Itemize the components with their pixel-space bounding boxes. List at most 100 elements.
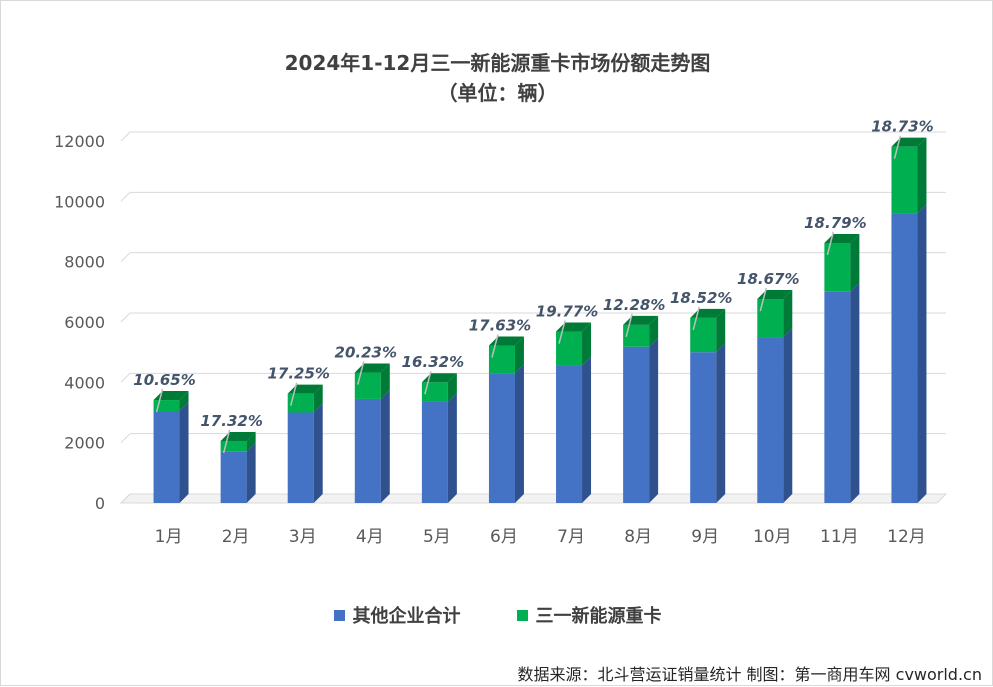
x-tick-label: 7月 [557, 527, 585, 547]
bar-other-side [850, 282, 860, 503]
bar-other-front [690, 352, 717, 503]
bar-sany-top [623, 315, 659, 325]
legend: 其他企业合计 三一新能源重卡 [1, 602, 993, 628]
bar-other-side [917, 204, 927, 503]
bar-sany-top [556, 322, 592, 332]
bar-sany-top [824, 233, 860, 243]
data-label-share: 18.67% [737, 270, 799, 288]
data-label-share: 10.65% [133, 371, 195, 389]
legend-swatch-sany [516, 609, 528, 621]
bar-other-side [514, 364, 524, 503]
data-label-share: 17.25% [267, 365, 329, 383]
bar-other-side [582, 356, 592, 503]
data-label-leader [625, 313, 633, 338]
bar-other-side [313, 403, 323, 503]
x-tick-label: 9月 [691, 527, 719, 547]
data-label-share: 17.32% [200, 412, 262, 430]
bar-other-side [179, 401, 189, 503]
bar-sany-side [246, 431, 256, 452]
bar-sany-top [220, 431, 256, 441]
gridline-depth [120, 191, 131, 202]
gridline-depth [120, 433, 131, 444]
source-note: 数据来源：北斗营运证销量统计 制图：第一商用车网 cvworld.cn [517, 665, 982, 684]
bar-other-side [246, 442, 256, 503]
gridline-depth [120, 493, 131, 504]
bar-other-front [623, 346, 650, 503]
data-label-share: 12.28% [603, 296, 665, 314]
x-tick-label: 3月 [289, 527, 317, 547]
bar-sany-side [582, 322, 592, 366]
data-label-leader [289, 382, 298, 406]
data-label-leader [558, 320, 566, 344]
bar-sany-side [850, 233, 860, 292]
legend-label-other: 其他企业合计 [352, 606, 461, 627]
bar-sany-side [917, 137, 927, 214]
bar-sany-front [220, 440, 247, 452]
bar-sany-front [891, 146, 918, 214]
x-tick-label: 11月 [820, 527, 859, 547]
y-tick-label: 8000 [64, 253, 105, 272]
y-tick-label: 2000 [64, 434, 105, 453]
bar-sany-front [556, 331, 583, 366]
bar-sany-side [783, 290, 793, 338]
data-label-share: 19.77% [536, 303, 598, 321]
bar-sany-side [380, 363, 390, 399]
data-label-share: 20.23% [335, 344, 397, 362]
bar-other-front [757, 337, 784, 503]
bar-sany-front [488, 345, 515, 374]
legend-item-other: 其他企业合计 [333, 602, 461, 628]
chart-title: 2024年1-12月三一新能源重卡市场份额走势图 [284, 51, 711, 75]
x-tick-label: 6月 [490, 527, 518, 547]
legend-swatch-other [333, 609, 345, 621]
data-label-share: 16.32% [402, 353, 464, 371]
bar-sany-front [623, 324, 650, 347]
x-tick-label: 1月 [155, 527, 183, 547]
bar-sany-side [649, 315, 659, 347]
bar-other-front [891, 213, 918, 503]
data-label-leader [893, 135, 902, 159]
bar-sany-side [179, 391, 189, 411]
x-tick-label: 10月 [753, 527, 792, 547]
x-tick-label: 8月 [624, 527, 652, 547]
bar-other-front [287, 412, 314, 503]
legend-item-sany: 三一新能源重卡 [516, 602, 662, 628]
x-tick-label: 4月 [356, 527, 384, 547]
y-tick-label: 10000 [54, 192, 105, 211]
bar-other-front [354, 398, 381, 503]
data-label-leader [491, 334, 499, 358]
bar-sany-side [514, 336, 524, 374]
gridline-depth [120, 372, 131, 383]
data-label-leader [759, 287, 768, 312]
data-label-leader [692, 306, 700, 331]
bar-other-front [421, 401, 448, 503]
bar-other-front [824, 291, 851, 503]
y-tick-label: 0 [95, 494, 105, 513]
data-label-share: 18.79% [804, 214, 866, 232]
bar-sany-front [287, 393, 314, 413]
x-tick-label: 12月 [887, 527, 926, 547]
data-label-leader [357, 361, 365, 385]
x-tick-label: 5月 [423, 527, 451, 547]
data-label-leader [826, 231, 835, 256]
data-label-leader [424, 371, 432, 395]
x-tick-label: 2月 [222, 527, 250, 547]
data-label-share: 18.52% [670, 289, 732, 307]
y-tick-label: 6000 [64, 313, 105, 332]
bar-other-side [649, 337, 659, 503]
bar-other-front [488, 373, 515, 503]
bar-sany-top [354, 363, 390, 373]
bar-sany-top [421, 373, 457, 383]
gridline-depth [120, 312, 131, 323]
bar-sany-front [421, 382, 448, 402]
bar-sany-top [757, 290, 793, 300]
bar-other-front [556, 365, 583, 503]
legend-label-sany: 三一新能源重卡 [535, 606, 662, 627]
bar-sany-front [153, 400, 180, 411]
bar-sany-top [690, 308, 726, 318]
bar-other-side [380, 389, 390, 503]
bar-sany-side [716, 308, 726, 353]
bar-sany-top [891, 137, 927, 147]
data-label-leader [155, 388, 164, 413]
bar-sany-front [690, 317, 717, 353]
